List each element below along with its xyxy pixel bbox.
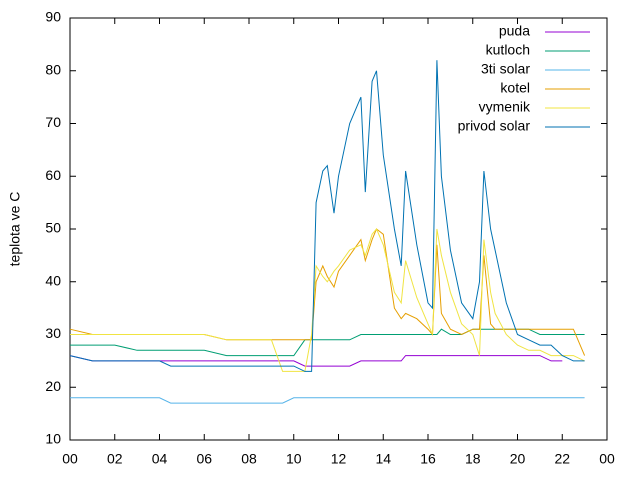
x-tick-label: 06: [196, 451, 212, 467]
y-tick-label: 60: [45, 167, 61, 183]
x-tick-label: 04: [152, 451, 168, 467]
legend-label: puda: [499, 23, 530, 39]
y-tick-label: 80: [45, 61, 61, 77]
y-tick-label: 50: [45, 220, 61, 236]
y-tick-label: 90: [45, 9, 61, 25]
series-line: [69, 60, 585, 372]
legend-label: privod solar: [458, 118, 531, 134]
legend-label: 3ti solar: [481, 61, 530, 77]
x-tick-label: 20: [510, 451, 526, 467]
x-tick-label: 00: [62, 451, 78, 467]
x-tick-label: 10: [286, 451, 302, 467]
x-tick-label: 02: [107, 451, 123, 467]
x-tick-label: 12: [331, 451, 347, 467]
y-tick-label: 40: [45, 272, 61, 288]
y-tick-label: 70: [45, 114, 61, 130]
series-line: [70, 328, 585, 357]
y-axis-label: teplota ve C: [7, 192, 23, 267]
legend-label: kotel: [500, 80, 530, 96]
x-tick-label: 14: [375, 451, 391, 467]
x-tick-label: 00: [599, 451, 615, 467]
series-line: [70, 397, 585, 404]
legend-label: kutloch: [486, 42, 530, 58]
y-tick-label: 10: [45, 431, 61, 447]
y-tick-label: 20: [45, 378, 61, 394]
series-line: [69, 355, 563, 367]
legend-label: vymenik: [479, 99, 531, 115]
series-line: [69, 228, 586, 356]
series-line: [70, 228, 585, 372]
x-tick-label: 18: [465, 451, 481, 467]
y-tick-label: 30: [45, 325, 61, 341]
x-tick-label: 22: [554, 451, 570, 467]
x-tick-label: 08: [241, 451, 257, 467]
x-tick-label: 16: [420, 451, 436, 467]
